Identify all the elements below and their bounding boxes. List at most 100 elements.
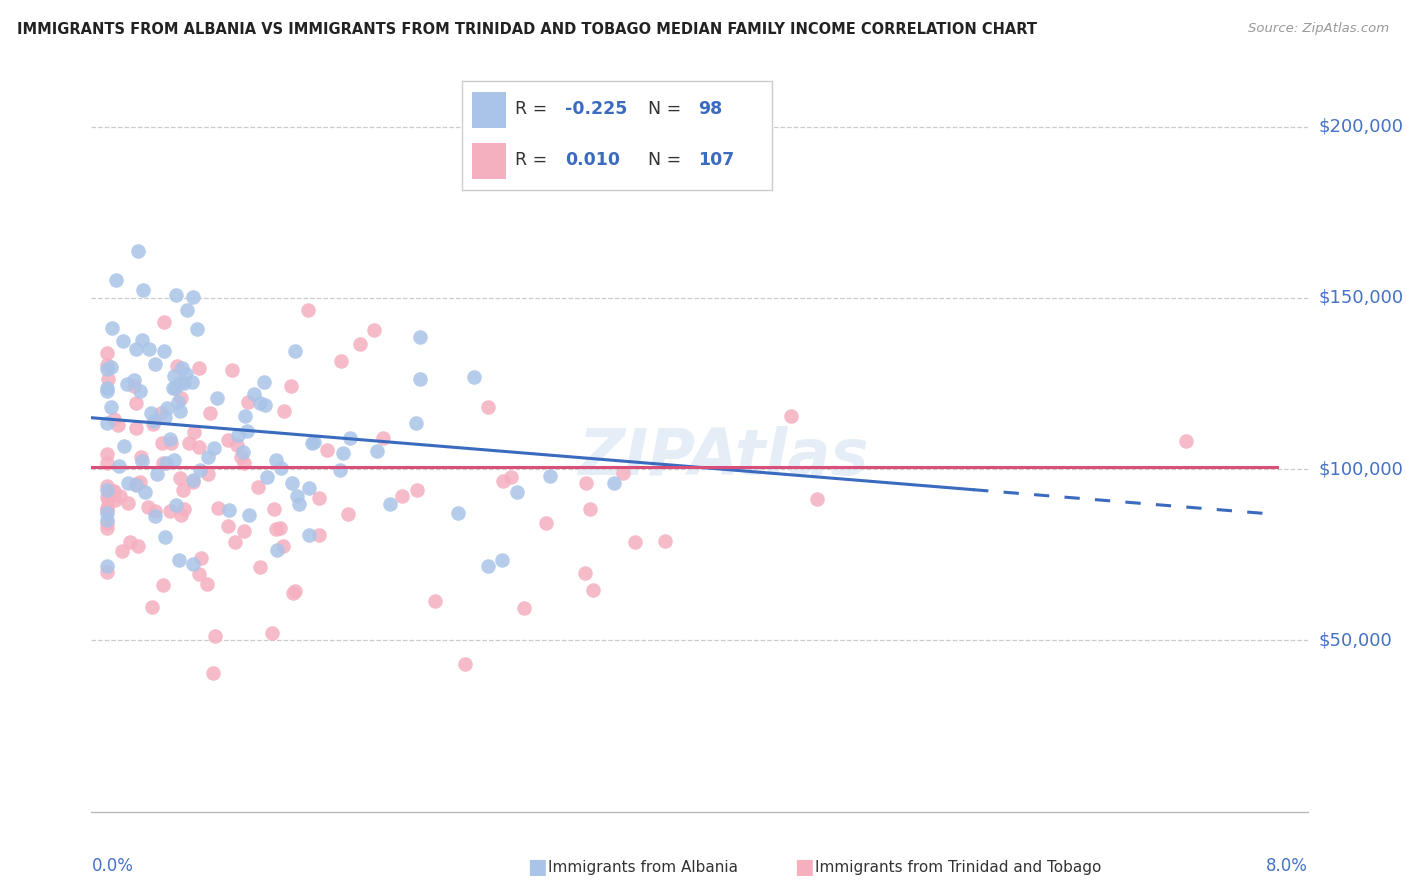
Point: [226, 428, 249, 442]
Point: [117, 496, 139, 510]
Text: ■: ■: [527, 857, 547, 877]
Point: [371, 431, 394, 445]
Text: Source: ZipAtlas.com: Source: ZipAtlas.com: [1249, 22, 1389, 36]
Point: [107, 459, 129, 474]
Point: [124, 421, 146, 435]
Point: [96, 565, 118, 579]
Point: [153, 530, 176, 544]
Point: [112, 439, 135, 453]
Point: [332, 446, 354, 460]
Point: [270, 460, 292, 475]
Point: [499, 470, 522, 484]
Point: [1174, 434, 1197, 448]
Point: [284, 583, 307, 598]
Point: [492, 475, 515, 489]
Point: [96, 384, 118, 398]
Point: [96, 416, 118, 430]
Point: [195, 577, 218, 591]
Point: [169, 404, 191, 418]
Text: ZIPAtlas: ZIPAtlas: [578, 426, 869, 489]
Point: [127, 244, 149, 259]
Point: [129, 475, 152, 489]
Point: [167, 553, 190, 567]
Point: [602, 475, 624, 490]
Point: [188, 462, 211, 476]
Point: [233, 456, 256, 470]
Text: $200,000: $200,000: [1319, 118, 1403, 136]
Point: [111, 334, 134, 348]
Point: [287, 489, 309, 503]
Point: [534, 516, 557, 530]
Point: [96, 479, 118, 493]
Point: [169, 392, 191, 406]
Point: [124, 378, 146, 392]
Point: [134, 485, 156, 500]
Text: 0.0%: 0.0%: [91, 857, 134, 875]
Point: [612, 467, 634, 481]
Point: [181, 473, 204, 487]
Point: [153, 343, 176, 358]
Point: [579, 501, 602, 516]
Point: [308, 491, 330, 505]
Text: Immigrants from Albania: Immigrants from Albania: [548, 860, 738, 874]
Point: [100, 359, 122, 374]
Point: [238, 508, 260, 522]
Point: [236, 395, 259, 409]
Point: [624, 535, 647, 549]
Point: [103, 484, 125, 499]
Point: [266, 453, 288, 467]
Point: [131, 453, 153, 467]
Point: [173, 501, 195, 516]
Point: [163, 453, 186, 467]
Point: [97, 492, 120, 507]
Point: [179, 436, 201, 450]
Point: [124, 478, 146, 492]
Point: [405, 416, 427, 430]
Point: [120, 535, 142, 549]
Point: [172, 483, 194, 497]
Point: [224, 534, 246, 549]
Point: [574, 475, 596, 490]
Point: [349, 337, 371, 351]
Point: [129, 450, 152, 464]
Point: [127, 539, 149, 553]
Text: $100,000: $100,000: [1319, 460, 1403, 478]
Point: [96, 483, 118, 497]
Point: [108, 490, 131, 504]
Point: [298, 481, 321, 495]
Point: [202, 442, 225, 456]
Point: [281, 586, 304, 600]
Text: Immigrants from Trinidad and Tobago: Immigrants from Trinidad and Tobago: [815, 860, 1102, 874]
Point: [409, 372, 432, 386]
Point: [96, 381, 118, 395]
Point: [477, 558, 499, 573]
Point: [110, 544, 132, 558]
Point: [143, 357, 166, 371]
Point: [181, 557, 204, 571]
Point: [249, 396, 271, 410]
Point: [96, 506, 118, 520]
Point: [96, 516, 118, 530]
Point: [218, 503, 240, 517]
Point: [284, 343, 307, 358]
Point: [491, 553, 513, 567]
Text: $150,000: $150,000: [1319, 289, 1403, 307]
Point: [280, 475, 302, 490]
Point: [100, 483, 122, 498]
Point: [173, 376, 195, 390]
Point: [96, 456, 118, 470]
Point: [366, 443, 388, 458]
Point: [269, 521, 291, 535]
Point: [146, 467, 169, 481]
Point: [105, 272, 128, 286]
Point: [477, 400, 499, 414]
Point: [163, 369, 186, 384]
Point: [96, 361, 118, 376]
Text: $50,000: $50,000: [1319, 632, 1392, 649]
Point: [287, 497, 309, 511]
Point: [654, 534, 676, 549]
Point: [260, 625, 283, 640]
Point: [143, 504, 166, 518]
Point: [298, 528, 321, 542]
Point: [96, 503, 118, 517]
